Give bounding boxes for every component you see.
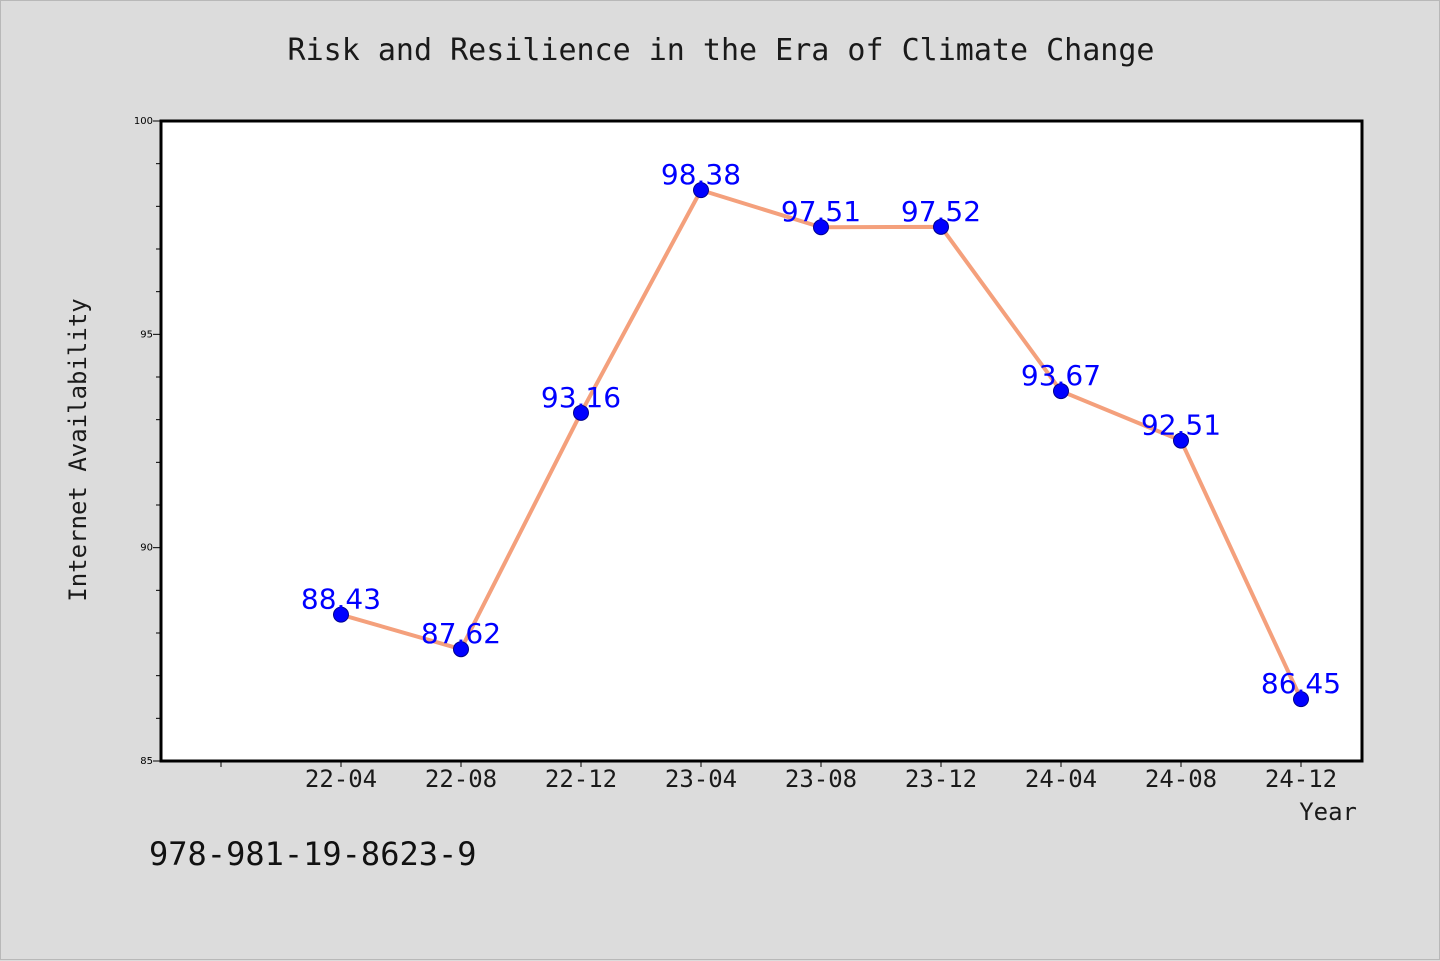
x-tick-label: 23-04: [665, 765, 737, 793]
data-label: 87.62: [421, 617, 501, 650]
data-point: [693, 182, 709, 199]
data-point: [333, 606, 349, 623]
x-tick-label: 23-08: [785, 765, 857, 793]
data-label: 93.67: [1021, 359, 1101, 392]
x-tick-label: 23-12: [905, 765, 977, 793]
data-point: [933, 218, 949, 235]
data-label: 97.51: [781, 195, 861, 228]
x-tick-label: 24-12: [1265, 765, 1337, 793]
data-label: 88.43: [301, 583, 381, 616]
data-label: 97.52: [901, 195, 981, 228]
data-point: [453, 641, 469, 658]
x-tick-label: 22-08: [425, 765, 497, 793]
data-point: [1173, 432, 1189, 449]
plot-area: [159, 119, 1364, 763]
data-label: 86.45: [1261, 667, 1341, 700]
y-tick-label: 95: [140, 329, 153, 340]
data-label: 98.38: [661, 158, 741, 191]
data-point: [1053, 383, 1069, 400]
x-tick-label: 22-04: [305, 765, 377, 793]
y-tick-label: 100: [134, 116, 153, 127]
data-label: 93.16: [541, 381, 621, 414]
data-label: 92.51: [1141, 409, 1221, 442]
y-tick-label: 85: [140, 756, 153, 767]
x-tick-label: 24-08: [1145, 765, 1217, 793]
x-tick-label: 22-12: [545, 765, 617, 793]
x-tick-label: 24-04: [1025, 765, 1097, 793]
isbn-text: 978-981-19-8623-9: [149, 835, 477, 873]
x-axis-label: Year: [1299, 798, 1357, 826]
chart-title: Risk and Resilience in the Era of Climat…: [287, 33, 1155, 68]
y-tick-label: 90: [140, 543, 153, 554]
data-point: [1293, 691, 1309, 708]
data-point: [573, 404, 589, 421]
data-point: [813, 219, 829, 236]
